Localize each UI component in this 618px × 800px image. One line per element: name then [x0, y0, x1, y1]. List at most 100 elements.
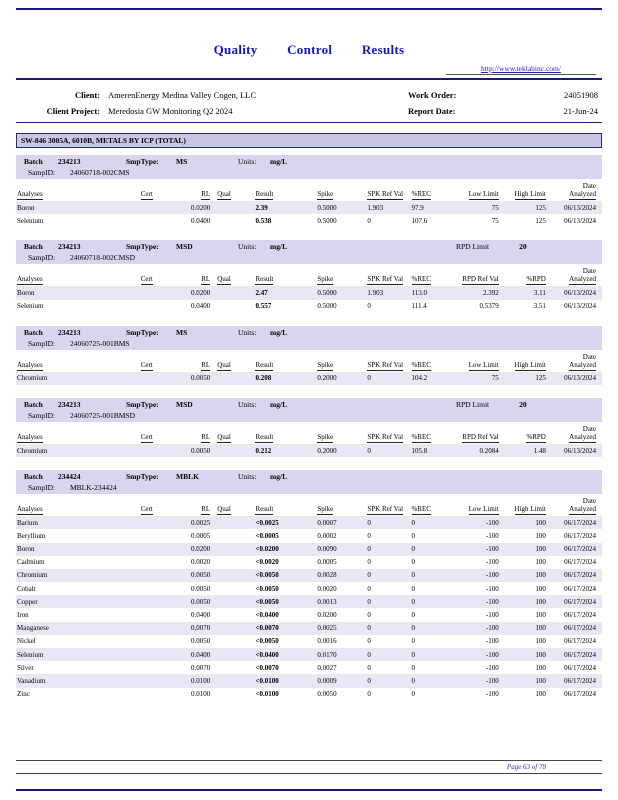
rl-value: 0.0050: [190, 374, 211, 383]
column-header: RPD Ref Val: [462, 275, 499, 286]
column-header: Spike: [317, 360, 334, 371]
result-value: <0.0020: [255, 558, 279, 567]
footer-rule-bottom: [16, 773, 602, 774]
column-header: Qual: [217, 360, 231, 371]
result-value: <0.0050: [255, 584, 279, 593]
batch-number: 234213: [58, 242, 81, 252]
result-value: 2.47: [255, 288, 268, 297]
client-value: AmerenEnergy Medina Valley Cogen, LLC: [108, 90, 257, 100]
qual-value: [216, 543, 254, 556]
low-limit-or-rpdref-value: 75: [491, 374, 499, 383]
spike-value: 0.0009: [317, 676, 337, 685]
qual-value: [216, 569, 254, 582]
spk-ref-value: 0: [367, 584, 371, 593]
low-limit-or-rpdref-value: -100: [485, 663, 499, 672]
rl-value: 0.0400: [190, 611, 211, 620]
high-limit-or-rpd-value: 100: [535, 597, 546, 606]
rl-value: 0.0400: [190, 216, 211, 225]
website-link[interactable]: http://www.teklabinc.com/: [446, 64, 596, 75]
qual-value: [216, 635, 254, 648]
low-limit-or-rpdref-value: 2.392: [482, 288, 499, 297]
report-date-label: Report Date:: [408, 106, 456, 116]
spike-value: 0.0007: [317, 518, 337, 527]
column-header-row: Analyses Cert RL Qual Result Spike SPK Ref Val…: [16, 179, 602, 201]
column-header: Cert: [140, 360, 153, 371]
qc-table-body: Boron 0.0200 2.47 0.5000 1.903 113.0 2.392 3.11…: [16, 286, 602, 312]
footer-rule-top: [16, 760, 602, 761]
analyte-row: Cadmium 0.0020 <0.0020 0.0005 0 0 -100 100 06/17…: [16, 556, 602, 569]
work-order-label: Work Order:: [408, 90, 457, 100]
spk-ref-value: 0: [367, 676, 371, 685]
cert-value: [140, 648, 172, 661]
project-label: Client Project:: [46, 106, 100, 116]
column-header-date: Date Analyzed: [569, 267, 596, 286]
analyte-row: Chromium 0.0050 0.212 0.2000 0 105.8 0.2084 1.4…: [16, 443, 602, 458]
analyte-row: Nickel 0.0050 <0.0050 0.0016 0 0 -100 100 06/17/…: [16, 635, 602, 648]
rpd-limit: RPD Limit 20: [456, 242, 527, 251]
website-line: http://www.teklabinc.com/: [16, 64, 602, 75]
spk-ref-value: 0: [367, 302, 371, 311]
spk-ref-value: 1.903: [367, 203, 384, 212]
spike-value: 0.0200: [317, 611, 337, 620]
spike-value: 0.0028: [317, 571, 337, 580]
column-header: %REC: [411, 432, 431, 443]
spk-ref-value: 0: [367, 374, 371, 383]
spike-value: 0.0016: [317, 637, 337, 646]
top-rule: [16, 8, 602, 10]
analyte-name: Chromium: [17, 446, 48, 455]
pct-rec-value: 0: [411, 676, 416, 685]
sampid-value: MBLK-234424: [70, 483, 117, 493]
units-value: mg/L: [270, 327, 288, 337]
cert-value: [140, 688, 172, 701]
smptype-value: MSD: [176, 399, 193, 409]
column-header: Result: [255, 275, 274, 286]
column-header: SPK Ref Val: [367, 275, 404, 286]
cert-value: [140, 286, 172, 299]
pct-rec-value: 107.6: [411, 216, 428, 225]
page-number: Page 63 of 78: [506, 763, 546, 771]
cert-value: [140, 595, 172, 608]
analyte-name: Selenium: [17, 302, 44, 311]
analyte-name: Nickel: [17, 637, 36, 646]
low-limit-or-rpdref-value: 75: [491, 203, 499, 212]
date-analyzed-value: 06/17/2024: [564, 531, 596, 540]
spk-ref-value: 0: [367, 531, 371, 540]
low-limit-or-rpdref-value: -100: [485, 558, 499, 567]
pct-rec-value: 97.9: [411, 203, 424, 212]
batch-block: Batch 234213 SmpType: MSD Units: mg/L RPD Limi…: [16, 240, 602, 312]
spike-value: 0.0170: [317, 650, 337, 659]
spike-value: 0.5000: [317, 288, 337, 297]
batch-header: Batch 234424 SmpType: MBLK Units: mg/L SampID:…: [16, 470, 602, 495]
info-rule: [16, 122, 602, 123]
units-label: Units:: [238, 327, 257, 337]
rl-value: 0.0050: [190, 637, 211, 646]
qual-value: [216, 608, 254, 621]
low-limit-or-rpdref-value: -100: [485, 531, 499, 540]
cert-value: [140, 516, 172, 529]
column-header: Analyses: [17, 432, 43, 443]
column-header: Spike: [317, 190, 334, 200]
spk-ref-value: 0: [367, 637, 371, 646]
analyte-name: Manganese: [17, 624, 49, 633]
low-limit-or-rpdref-value: -100: [485, 611, 499, 620]
column-header: Qual: [217, 190, 231, 200]
result-value: <0.0200: [255, 545, 279, 554]
low-limit-or-rpdref-value: -100: [485, 624, 499, 633]
qual-value: [216, 674, 254, 687]
pct-rec-value: 0: [411, 624, 416, 633]
analyte-name: Barium: [17, 518, 38, 527]
column-header: Cert: [140, 432, 153, 443]
pct-rec-value: 0: [411, 663, 416, 672]
spk-ref-value: 1.903: [367, 288, 384, 297]
sampid-value: 24060718-002CMS: [70, 168, 130, 177]
rpd-limit-label: RPD Limit: [456, 242, 490, 252]
spike-value: 0.0090: [317, 545, 337, 554]
analyte-name: Selenium: [17, 216, 44, 225]
analyte-row: Cobalt 0.0050 <0.0050 0.0020 0 0 -100 100 06/17/…: [16, 582, 602, 595]
column-header: RPD Ref Val: [462, 432, 499, 443]
column-header: SPK Ref Val: [367, 190, 404, 200]
column-header: Result: [255, 360, 274, 371]
bottom-rule: [16, 789, 602, 791]
qual-value: [216, 622, 254, 635]
